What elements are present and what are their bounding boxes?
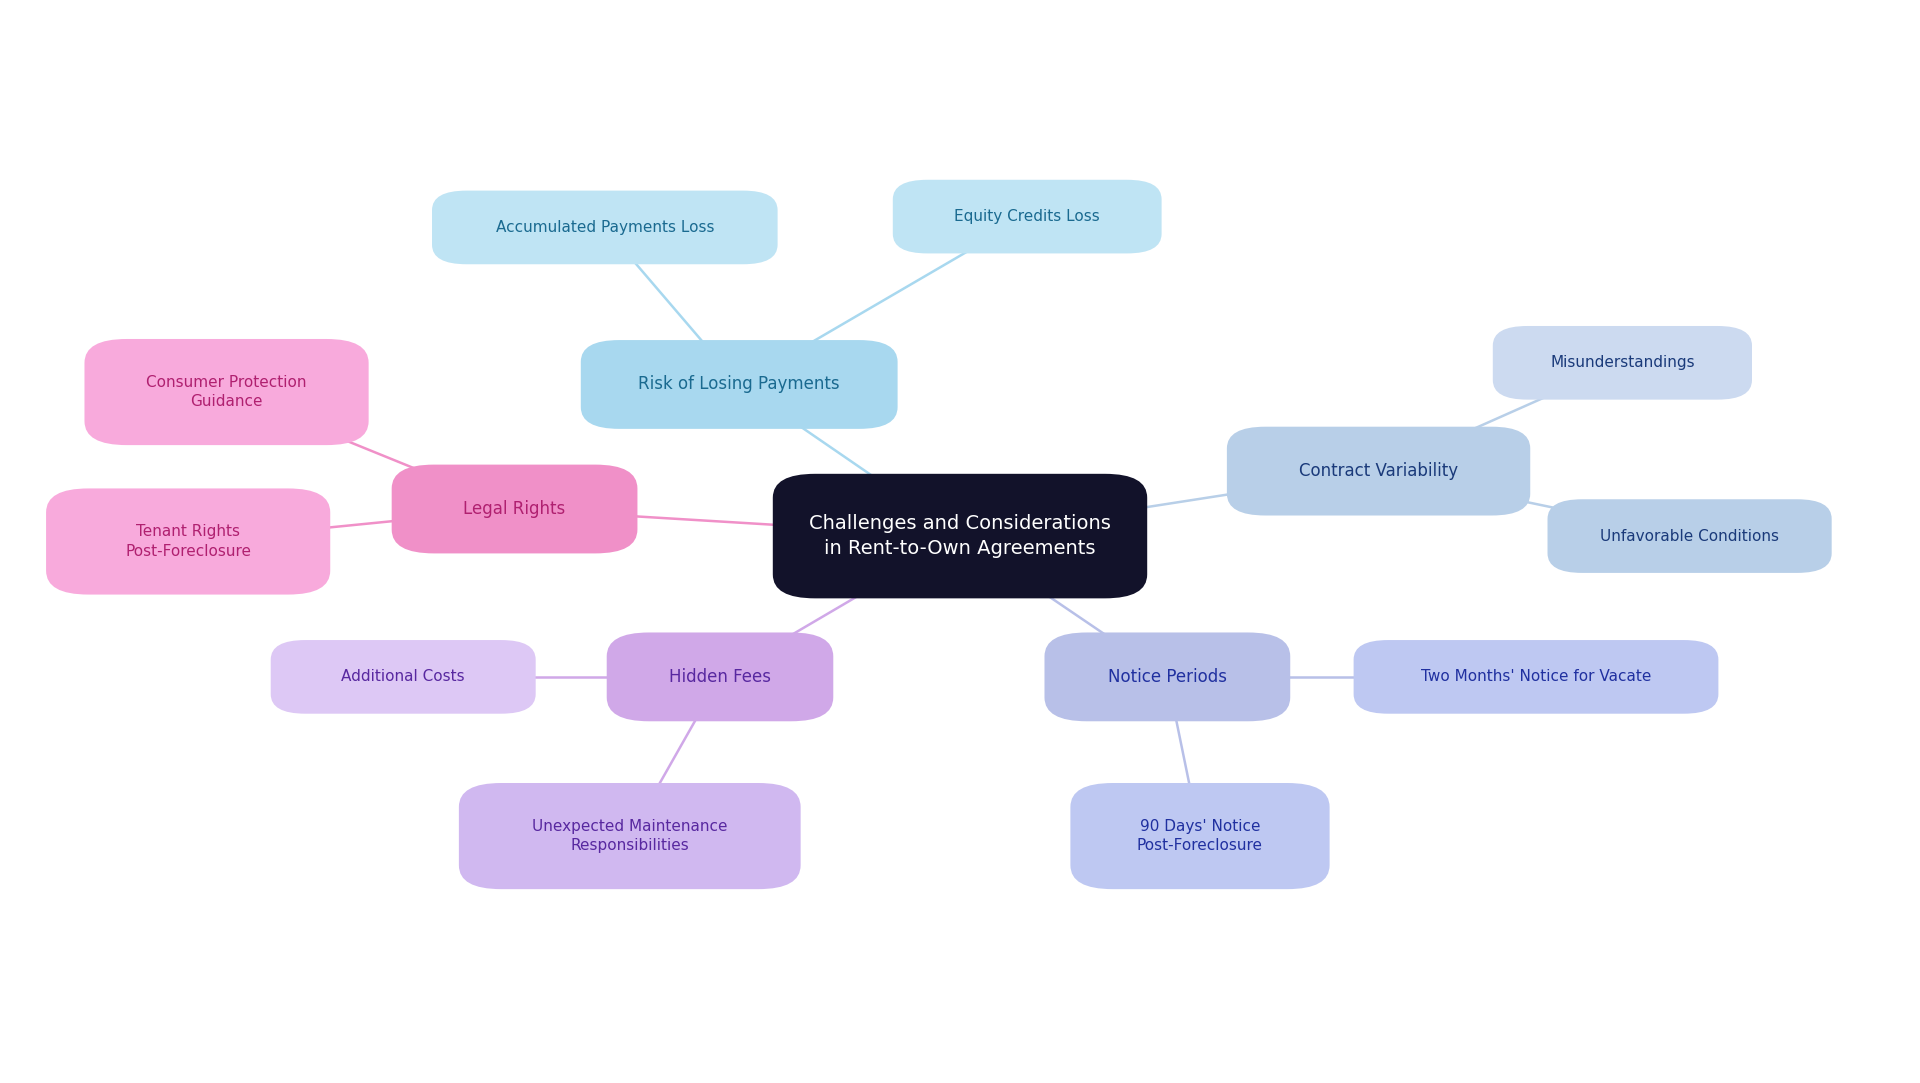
FancyBboxPatch shape — [607, 632, 833, 721]
Text: Risk of Losing Payments: Risk of Losing Payments — [637, 376, 841, 393]
Text: Hidden Fees: Hidden Fees — [668, 668, 772, 686]
Text: Notice Periods: Notice Periods — [1108, 668, 1227, 686]
FancyBboxPatch shape — [1548, 499, 1832, 573]
FancyBboxPatch shape — [1227, 427, 1530, 516]
Text: Challenges and Considerations
in Rent-to-Own Agreements: Challenges and Considerations in Rent-to… — [808, 514, 1112, 558]
Text: Contract Variability: Contract Variability — [1300, 462, 1457, 480]
Text: 90 Days' Notice
Post-Foreclosure: 90 Days' Notice Post-Foreclosure — [1137, 819, 1263, 853]
FancyBboxPatch shape — [459, 783, 801, 889]
FancyBboxPatch shape — [84, 339, 369, 445]
FancyBboxPatch shape — [1071, 783, 1329, 889]
Text: Unfavorable Conditions: Unfavorable Conditions — [1599, 529, 1780, 544]
FancyBboxPatch shape — [893, 180, 1162, 253]
Text: Two Months' Notice for Vacate: Two Months' Notice for Vacate — [1421, 669, 1651, 684]
Text: Equity Credits Loss: Equity Credits Loss — [954, 209, 1100, 224]
FancyBboxPatch shape — [46, 488, 330, 595]
FancyBboxPatch shape — [432, 191, 778, 264]
Text: Tenant Rights
Post-Foreclosure: Tenant Rights Post-Foreclosure — [125, 524, 252, 559]
Text: Additional Costs: Additional Costs — [342, 669, 465, 684]
Text: Unexpected Maintenance
Responsibilities: Unexpected Maintenance Responsibilities — [532, 819, 728, 853]
FancyBboxPatch shape — [1494, 326, 1751, 400]
FancyBboxPatch shape — [1354, 640, 1718, 714]
Text: Legal Rights: Legal Rights — [463, 500, 566, 518]
FancyBboxPatch shape — [580, 340, 899, 429]
Text: Misunderstandings: Misunderstandings — [1549, 355, 1695, 370]
Text: Accumulated Payments Loss: Accumulated Payments Loss — [495, 220, 714, 235]
FancyBboxPatch shape — [392, 465, 637, 553]
Text: Consumer Protection
Guidance: Consumer Protection Guidance — [146, 375, 307, 409]
FancyBboxPatch shape — [1044, 632, 1290, 721]
FancyBboxPatch shape — [271, 640, 536, 714]
FancyBboxPatch shape — [772, 474, 1146, 598]
